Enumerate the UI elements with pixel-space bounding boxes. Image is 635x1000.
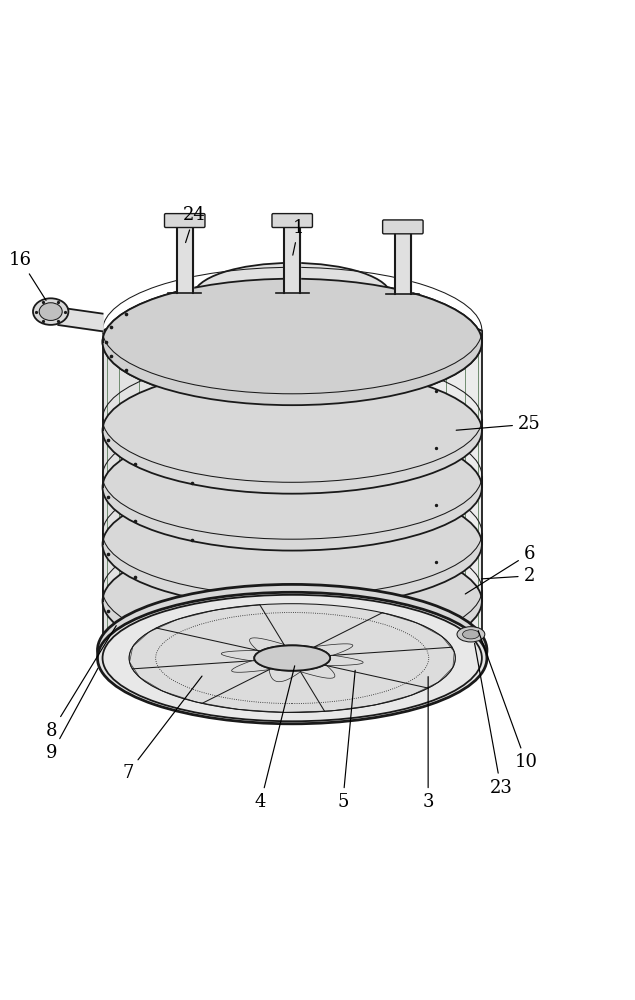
Text: 3: 3 [422,677,434,811]
FancyBboxPatch shape [383,220,423,234]
Ellipse shape [102,279,482,405]
Polygon shape [292,279,482,658]
Text: 1: 1 [293,219,304,255]
FancyBboxPatch shape [272,214,312,228]
Polygon shape [102,279,292,658]
FancyBboxPatch shape [164,214,205,228]
Ellipse shape [102,538,482,664]
Ellipse shape [102,424,482,551]
Text: 24: 24 [183,207,206,243]
Text: 25: 25 [456,415,540,433]
Text: 16: 16 [9,251,46,300]
Text: 4: 4 [255,666,295,811]
Ellipse shape [129,604,455,712]
Ellipse shape [102,481,482,607]
Ellipse shape [98,592,487,724]
Text: 2: 2 [481,567,535,585]
Text: 5: 5 [337,670,355,811]
Ellipse shape [194,263,391,329]
Ellipse shape [102,279,482,405]
Text: 8: 8 [46,626,116,740]
Ellipse shape [462,630,479,639]
Ellipse shape [102,367,482,494]
Text: 9: 9 [46,668,98,762]
Ellipse shape [102,595,482,721]
Ellipse shape [254,645,330,671]
Ellipse shape [33,298,69,325]
Text: 10: 10 [478,631,538,771]
Text: 7: 7 [122,676,202,782]
Text: 23: 23 [474,643,512,797]
Ellipse shape [39,303,62,320]
Text: 6: 6 [465,545,535,594]
Ellipse shape [254,645,330,671]
Ellipse shape [98,584,487,716]
Ellipse shape [457,627,485,642]
